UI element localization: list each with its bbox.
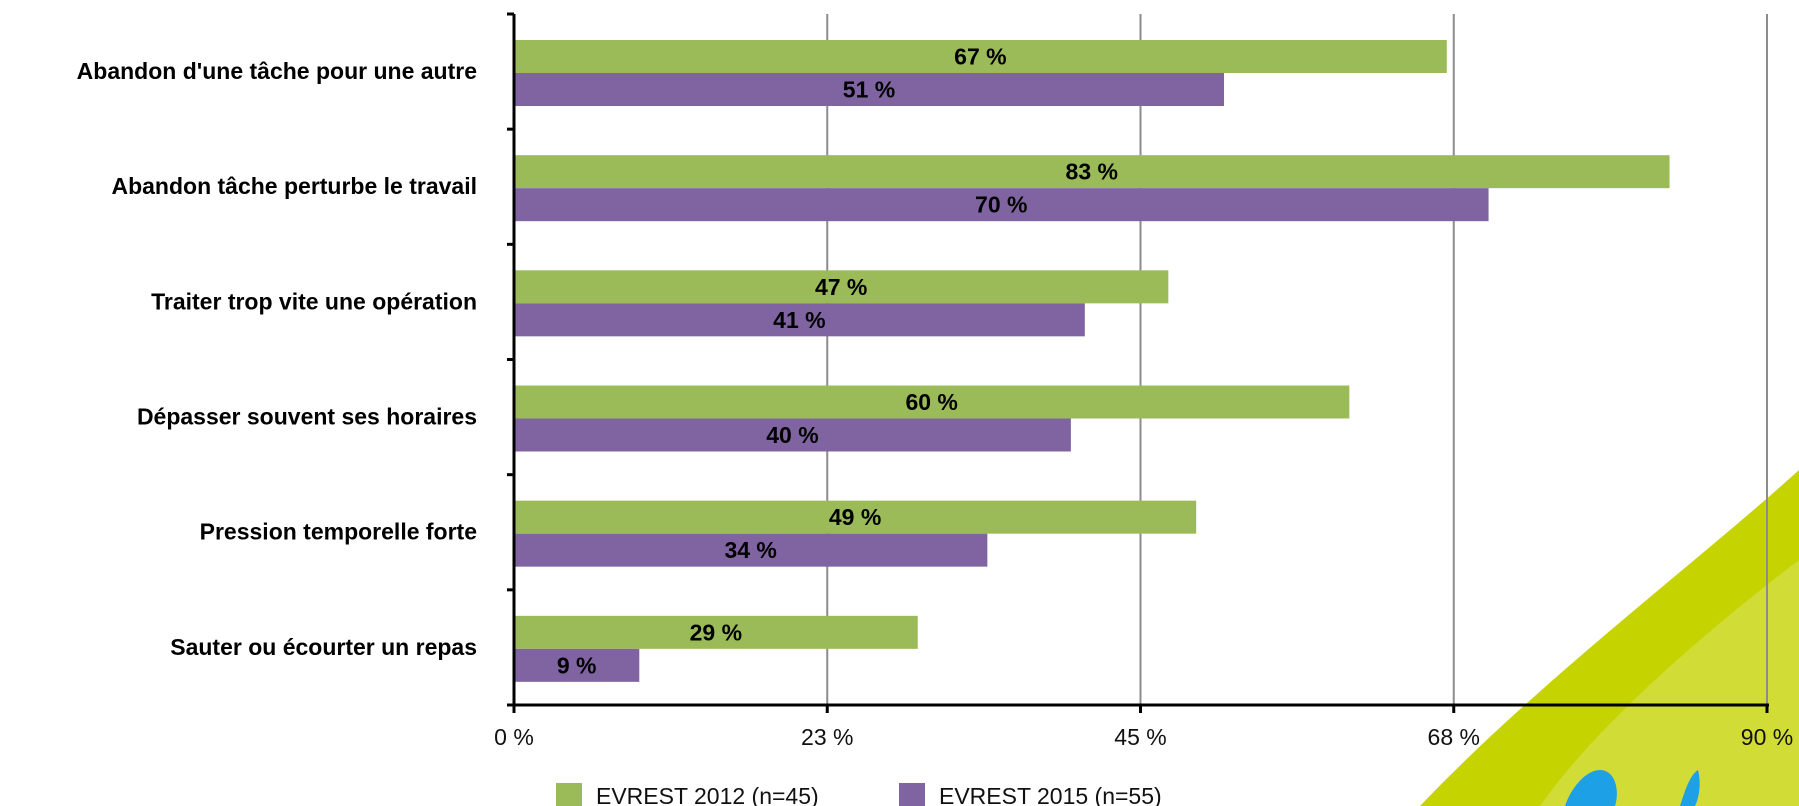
bar [514,615,918,649]
bar [514,385,1350,419]
data-label: 9 % [557,652,597,678]
bar [514,303,1085,337]
data-label: 34 % [724,537,776,563]
category-label: Abandon d'une tâche pour une autre [77,58,477,84]
bar [514,418,1071,452]
legend-swatch [556,783,582,806]
bar [514,155,1670,189]
axes [507,12,1769,713]
x-tick-label: 23 % [801,724,853,750]
x-tick-label: 0 % [494,724,534,750]
logo-blue-stroke-decoration [1565,770,1617,806]
bar [514,188,1489,222]
gridlines [826,14,1768,705]
green-swoosh-highlight [1540,560,1799,806]
bar [514,533,988,567]
data-label: 70 % [975,192,1027,218]
data-label: 83 % [1066,159,1118,185]
bar [514,500,1197,534]
category-label: Sauter ou écourter un repas [170,634,477,660]
x-tick-label: 68 % [1428,724,1480,750]
category-label: Traiter trop vite une opération [151,288,477,314]
data-label: 49 % [829,504,881,530]
category-label: Dépasser souvent ses horaires [137,404,477,430]
data-label: 67 % [954,44,1006,70]
bar [514,648,640,682]
data-label: 60 % [905,389,957,415]
legend-label: EVREST 2012 (n=45) [596,783,819,806]
category-labels: Abandon d'une tâche pour une autre Abando… [77,58,477,660]
legend-label: EVREST 2015 (n=55) [939,783,1162,806]
data-label: 29 % [690,619,742,645]
category-label: Abandon tâche perturbe le travail [111,173,477,199]
category-label: Pression temporelle forte [200,519,477,545]
value-labels: 67 % 51 % 83 % 70 % 47 % 41 % 60 % 40 % 49 % 34 %… [557,44,1118,679]
x-tick-label: 90 % [1741,724,1793,750]
data-label: 51 % [843,77,895,103]
legend: EVREST 2012 (n=45) EVREST 2015 (n=55) [556,783,1162,806]
data-label: 47 % [815,274,867,300]
bar [514,270,1169,304]
bars [514,40,1670,682]
legend-swatch [899,783,925,806]
x-tick-labels: 0 % 23 % 45 % 68 % 90 % [494,724,1793,750]
bar [514,73,1225,106]
x-tick-label: 45 % [1114,724,1166,750]
data-label: 41 % [773,307,825,333]
logo-blue-stroke-decoration-2 [1680,770,1700,806]
data-label: 40 % [766,422,818,448]
bar [514,40,1447,73]
